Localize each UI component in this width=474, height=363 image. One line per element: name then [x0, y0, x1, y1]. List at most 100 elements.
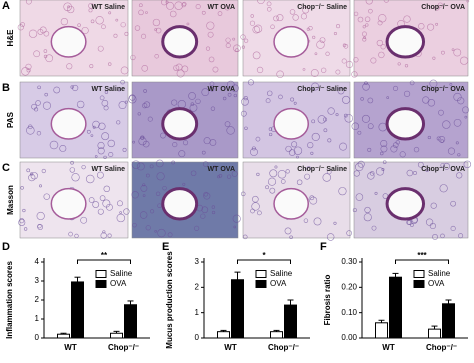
tissue — [175, 63, 183, 71]
x-tick-label: WT — [224, 343, 237, 352]
tissue — [118, 101, 127, 110]
tissue — [92, 120, 100, 129]
tissue — [252, 51, 261, 60]
tissue — [60, 17, 69, 26]
tissue — [33, 50, 41, 58]
tissue — [403, 15, 411, 23]
tissue — [341, 58, 347, 64]
tissue — [266, 6, 272, 12]
tissue — [102, 199, 111, 208]
tissue — [313, 217, 322, 226]
airway — [273, 25, 310, 58]
tissue — [266, 90, 273, 97]
tissue — [145, 173, 150, 178]
tissue — [108, 11, 112, 15]
tissue — [145, 225, 151, 231]
y-tick-label: 3 — [195, 257, 200, 266]
tissue — [311, 82, 320, 91]
tissue — [29, 172, 34, 176]
tissue — [138, 137, 147, 146]
tissue — [97, 45, 104, 52]
tissue — [403, 90, 411, 97]
tissue — [250, 14, 254, 18]
panel-letter: A — [2, 0, 10, 12]
tissue — [66, 5, 75, 14]
tissue — [103, 185, 110, 193]
tissue — [309, 196, 318, 205]
tissue — [342, 43, 347, 47]
tissue — [345, 60, 353, 69]
tissue — [269, 187, 276, 194]
tissue — [410, 223, 414, 227]
tissue — [256, 66, 264, 74]
bar — [270, 331, 283, 339]
tissue — [141, 33, 147, 39]
tissue — [35, 100, 41, 106]
panel-letter: C — [2, 162, 10, 174]
tissue — [437, 2, 443, 8]
image-label: WT Saline — [92, 86, 126, 93]
tissue — [379, 151, 384, 156]
tissue — [86, 129, 91, 134]
bar — [428, 328, 441, 339]
tissue — [276, 14, 284, 22]
tissue — [92, 125, 96, 129]
tissue — [97, 147, 105, 155]
tissue — [453, 48, 462, 57]
tissue — [360, 97, 364, 101]
tissue — [265, 185, 269, 190]
tissue — [174, 1, 183, 10]
tissue — [212, 66, 219, 73]
image-label: Chop⁻/⁻ OVA — [421, 86, 465, 93]
tissue — [210, 106, 216, 111]
tissue — [136, 162, 145, 171]
tissue — [280, 179, 286, 184]
tissue — [310, 69, 319, 77]
tissue — [390, 145, 398, 153]
stain-label: H&E — [6, 29, 15, 47]
tissue — [406, 169, 414, 177]
tissue — [76, 100, 85, 109]
tissue — [150, 209, 155, 214]
y-tick-label: 0.30 — [341, 257, 357, 266]
tissue — [171, 99, 178, 106]
tissue — [409, 80, 415, 86]
bar — [124, 304, 137, 339]
tissue — [25, 63, 32, 70]
tissue — [142, 183, 146, 187]
tissue — [222, 96, 227, 101]
tissue — [132, 140, 135, 144]
y-tick-label: 0.00 — [341, 333, 357, 342]
tissue — [154, 54, 159, 59]
tissue — [134, 25, 141, 31]
tissue — [49, 140, 59, 150]
tissue — [39, 26, 47, 34]
tissue — [37, 224, 44, 230]
tissue — [314, 52, 318, 56]
tissue — [25, 0, 32, 5]
tissue — [44, 92, 48, 97]
tissue — [124, 31, 129, 36]
tissue — [141, 65, 149, 72]
tissue — [155, 191, 161, 196]
legend-label: Saline — [428, 269, 451, 278]
tissue — [241, 45, 245, 49]
tissue — [209, 87, 215, 92]
tissue — [130, 54, 136, 61]
tissue — [201, 88, 210, 97]
airway — [385, 25, 426, 59]
tissue — [285, 145, 292, 153]
tissue — [143, 101, 151, 108]
y-tick-label: 0 — [195, 333, 200, 342]
panel-letter: B — [2, 82, 10, 94]
chart-letter: F — [320, 241, 327, 253]
tissue — [155, 159, 164, 168]
tissue — [268, 127, 273, 131]
image-label: Chop⁻/⁻ Saline — [297, 86, 347, 93]
tissue — [450, 225, 456, 231]
tissue — [19, 218, 25, 224]
tissue — [243, 38, 249, 43]
tissue — [363, 36, 366, 39]
tissue — [296, 179, 303, 186]
tissue — [154, 28, 158, 32]
